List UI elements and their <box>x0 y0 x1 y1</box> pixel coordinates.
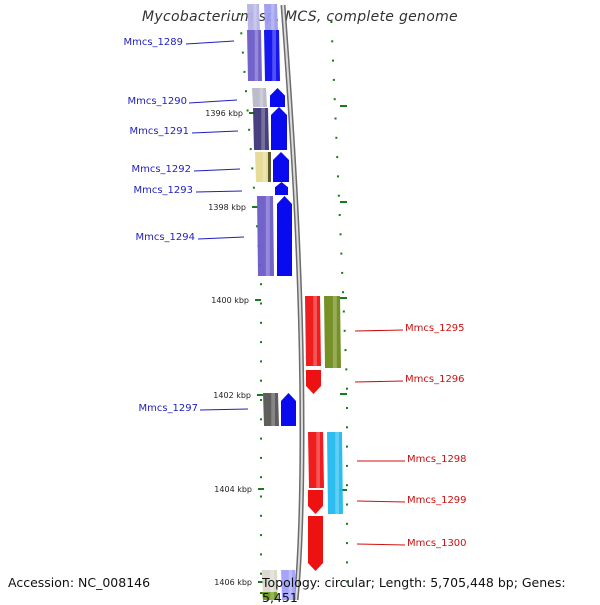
gene-block <box>247 4 260 30</box>
gene-arrow <box>306 370 321 394</box>
gene-leader-line <box>197 236 245 240</box>
gene-arrow <box>270 88 285 107</box>
gene-leader-line <box>354 380 404 383</box>
gene-block-shine <box>332 296 337 368</box>
gene-label: Mmcs_1300 <box>407 538 467 549</box>
gene-label: Mmcs_1290 <box>127 96 187 107</box>
gene-block <box>324 296 341 368</box>
gene-arrow <box>273 152 289 182</box>
gene-arrow <box>271 107 287 150</box>
gene-block <box>281 570 296 600</box>
kbp-scale-labels: 1396 kbp 1398 kbp 1400 kbp 1402 kbp 1404 kbp… <box>205 109 264 587</box>
gene-arrow <box>308 516 323 571</box>
gene-leader-line <box>191 130 239 134</box>
gene-block-shine <box>288 570 293 600</box>
gene-labels: Mmcs_1289 Mmcs_1290 Mmcs_1291 Mmcs_1292 Mmcs… <box>123 37 466 549</box>
kbp-label: 1406 kbp <box>214 578 252 587</box>
gene-label: Mmcs_1297 <box>138 403 198 414</box>
gene-block <box>247 30 262 81</box>
kbp-label: 1396 kbp <box>205 109 243 118</box>
accession-text: Accession: NC_008146 <box>8 575 151 590</box>
gene-label: Mmcs_1299 <box>407 495 467 506</box>
gene-block <box>327 432 343 514</box>
gene-arrow <box>308 490 323 514</box>
gene-block <box>305 296 321 366</box>
gene-block-shine <box>271 4 275 30</box>
gene-leader-line <box>356 500 406 503</box>
kbp-label: 1398 kbp <box>208 203 246 212</box>
gene-block-shine <box>254 30 259 81</box>
gene-arrow <box>281 393 296 426</box>
backbone-highlight <box>282 4 304 600</box>
gene-label: Mmcs_1298 <box>407 454 467 465</box>
gene-block-shine <box>270 592 274 600</box>
gene-leader-line <box>354 329 404 332</box>
gene-label: Mmcs_1293 <box>133 185 193 196</box>
gene-block <box>264 4 278 30</box>
genome-backbone <box>280 4 305 600</box>
gene-block <box>308 432 324 488</box>
gene-block-shine <box>262 152 267 182</box>
kbp-label: 1402 kbp <box>213 391 251 400</box>
gene-block-shine <box>259 88 264 107</box>
gene-block <box>264 30 280 81</box>
gene-block <box>252 88 267 107</box>
gene-leader-line <box>195 190 243 193</box>
gene-block-shine <box>335 432 339 514</box>
gene-arrow <box>275 182 288 195</box>
gene-block-shine <box>271 393 275 426</box>
gene-label: Mmcs_1292 <box>131 164 191 175</box>
gene-arrow <box>277 196 292 276</box>
gene-block <box>262 592 278 600</box>
gene-block-shine <box>270 570 274 600</box>
kbp-label: 1404 kbp <box>214 485 252 494</box>
gene-leader-line <box>188 99 238 104</box>
genome-summary: Topology: circular; Length: 5,705,448 bp… <box>262 575 566 605</box>
gene-leader-line <box>185 40 235 45</box>
feature-blocks <box>247 4 343 600</box>
gene-leader-line <box>199 408 249 411</box>
gene-block-shine <box>313 296 317 366</box>
gene-block-shine <box>316 432 320 488</box>
gene-label: Mmcs_1296 <box>405 374 465 385</box>
gene-edge <box>268 152 271 182</box>
gene-leader-line <box>193 168 241 172</box>
gene-block <box>257 196 274 276</box>
gene-label: Mmcs_1295 <box>405 323 465 334</box>
gene-label: Mmcs_1289 <box>123 37 183 48</box>
gene-block-shine <box>265 196 270 276</box>
kbp-label: 1400 kbp <box>211 296 249 305</box>
gene-label: Mmcs_1294 <box>135 232 195 243</box>
map-title: Mycobacterium sp. MCS, complete genome <box>142 9 458 25</box>
gene-label: Mmcs_1291 <box>129 126 189 137</box>
gene-block <box>255 152 270 182</box>
gene-leader-line <box>356 543 406 546</box>
gene-block-shine <box>261 108 265 150</box>
gene-block-shine <box>272 30 276 81</box>
gene-block <box>253 108 269 150</box>
tick-marks <box>238 13 348 594</box>
gene-block-shine <box>253 4 257 30</box>
gene-block <box>263 393 279 426</box>
